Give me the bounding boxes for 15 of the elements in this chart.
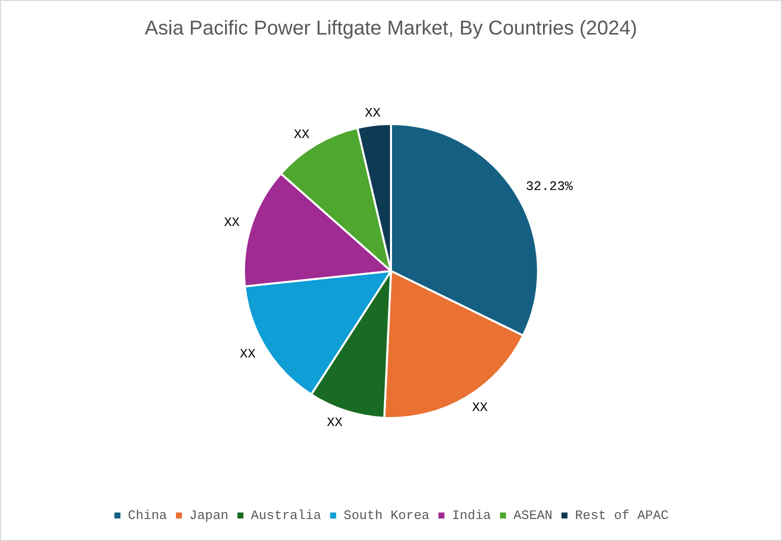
legend-label: Australia (250, 508, 322, 523)
legend-label: Japan (189, 508, 228, 523)
legend-label: Rest of APAC (574, 508, 669, 523)
data-label: XX (326, 414, 343, 430)
data-label: 32.23% (526, 179, 573, 194)
data-label: XX (224, 214, 240, 230)
data-label: XX (294, 126, 310, 142)
legend-label: ASEAN (513, 508, 552, 523)
chart-title: Asia Pacific Power Liftgate Market, By Countries (2024) (144, 18, 638, 40)
data-label: XX (472, 400, 488, 416)
legend-label: China (128, 508, 168, 523)
legend-label: India (452, 508, 492, 523)
data-label: XX (240, 346, 256, 362)
legend-label: South Korea (344, 508, 430, 523)
data-label: XX (364, 105, 381, 120)
